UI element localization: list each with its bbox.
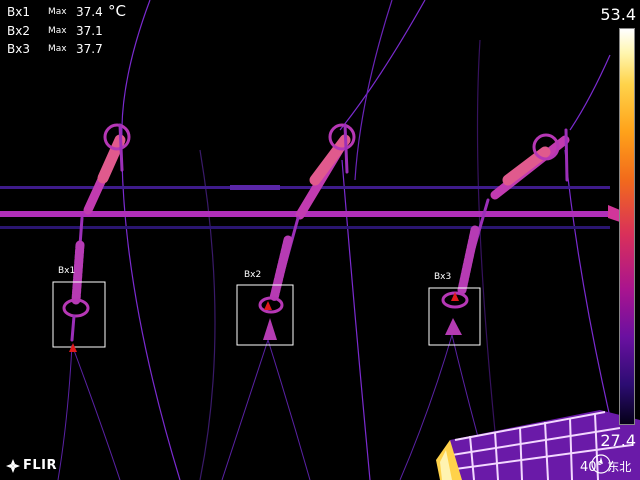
measurement-value: 37.4 — [76, 5, 103, 19]
box-label-bx3: Bx3 — [434, 272, 452, 282]
flir-logo: FLIR — [6, 458, 57, 473]
max-marker-bx2 — [264, 301, 272, 310]
max-marker-bx1 — [69, 343, 77, 352]
measurement-id: Bx2 — [7, 24, 30, 38]
flir-mark-icon — [6, 458, 20, 473]
measurement-id: Bx1 — [7, 5, 30, 19]
upper-insulators — [83, 123, 570, 220]
measurement-type: Max — [48, 26, 67, 36]
main-conductor — [0, 185, 620, 229]
hot-structure — [436, 410, 640, 480]
box-bx3 — [428, 287, 481, 346]
temperature-unit: °C — [108, 2, 126, 20]
measurement-boxes — [52, 281, 481, 348]
end-fitting — [608, 205, 620, 222]
hotspot-markers — [69, 292, 459, 352]
measurement-value: 37.1 — [76, 24, 103, 38]
compass-direction: 东北 — [607, 460, 632, 474]
lens-angle: 40° — [580, 460, 604, 475]
measurement-id: Bx3 — [7, 42, 30, 56]
box-label-bx1: Bx1 — [58, 266, 76, 276]
max-marker-bx3 — [451, 292, 459, 301]
measurement-value: 37.7 — [76, 42, 103, 56]
brand-name: FLIR — [23, 458, 58, 473]
box-bx2 — [236, 284, 294, 346]
measurement-type: Max — [48, 7, 67, 17]
scale-min-value: 27.4 — [600, 431, 636, 450]
box-label-bx2: Bx2 — [244, 270, 262, 280]
scale-max-value: 53.4 — [600, 5, 636, 24]
measurement-type: Max — [48, 44, 67, 54]
lens-fov: 40° 东北 — [580, 458, 631, 475]
box-bx1 — [52, 281, 106, 348]
temperature-colorbar — [619, 28, 635, 425]
compass-icon — [591, 454, 611, 474]
